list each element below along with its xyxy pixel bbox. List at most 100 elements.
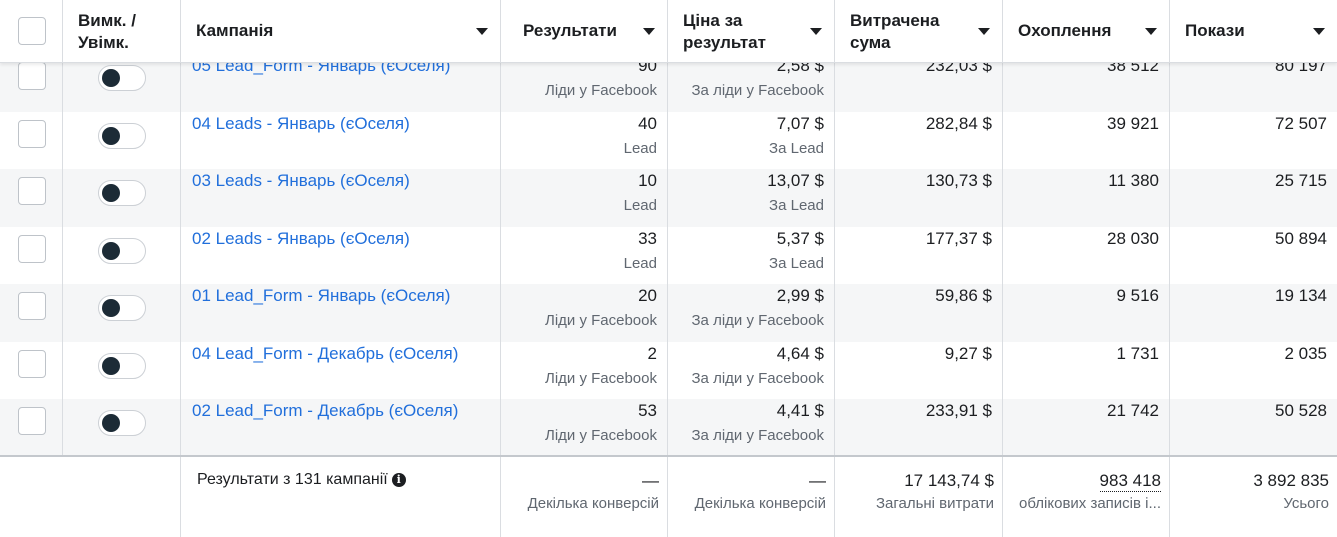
row-toggle-cell <box>63 341 181 399</box>
row-checkbox[interactable] <box>18 349 46 378</box>
row-cost-cell: 4,64 $ За ліди у Facebook <box>668 341 835 399</box>
footer-reach-value[interactable]: 983 418 <box>1099 471 1161 492</box>
impressions-value: 19 134 <box>1275 286 1327 305</box>
footer-cost-sub: Декілька конверсій <box>694 495 826 512</box>
header-reach[interactable]: Охоплення <box>1003 0 1170 62</box>
sort-caret-icon[interactable] <box>1313 28 1325 35</box>
reach-value: 9 516 <box>1116 286 1159 305</box>
header-on-off[interactable]: Вимк. / Увімк. <box>63 0 181 62</box>
table-row: 01 Lead_Form - Январь (єОселя) 20 Ліди у… <box>0 284 1337 342</box>
row-results-cell: 20 Ліди у Facebook <box>501 284 668 342</box>
results-value: 33 <box>638 228 657 248</box>
row-campaign-cell: 04 Leads - Январь (єОселя) <box>181 111 501 169</box>
footer-reach-sub: облікових записів і... <box>1019 495 1161 512</box>
header-impressions-label: Покази <box>1185 21 1245 40</box>
footer-cost-value: — <box>809 471 826 490</box>
header-spent-line2: сума <box>850 33 891 52</box>
cost-value: 2,99 $ <box>776 286 824 305</box>
sort-caret-icon[interactable] <box>978 28 990 35</box>
campaign-toggle[interactable] <box>98 180 146 206</box>
sort-caret-icon[interactable] <box>810 28 822 35</box>
toggle-knob <box>102 299 120 317</box>
campaign-link[interactable]: 03 Leads - Январь (єОселя) <box>192 171 410 190</box>
header-results[interactable]: Результати <box>501 0 668 62</box>
header-reach-label: Охоплення <box>1018 21 1112 40</box>
row-reach-cell: 1 731 <box>1003 341 1170 399</box>
row-checkbox[interactable] <box>18 234 46 263</box>
header-impressions[interactable]: Покази <box>1170 0 1337 62</box>
row-campaign-cell: 04 Lead_Form - Декабрь (єОселя) <box>181 341 501 399</box>
campaign-link[interactable]: 04 Lead_Form - Декабрь (єОселя) <box>192 343 459 363</box>
table-row: 03 Leads - Январь (єОселя) 10 Lead 13,07… <box>0 169 1337 227</box>
toggle-knob <box>102 414 120 432</box>
campaign-toggle[interactable] <box>98 237 146 264</box>
footer-impressions-value: 3 892 835 <box>1253 471 1329 490</box>
table-row: 02 Leads - Январь (єОселя) 33 Lead 5,37 … <box>0 226 1337 284</box>
footer-impressions-sub: Усього <box>1283 495 1329 512</box>
header-spent-line1: Витрачена <box>850 11 940 30</box>
footer-results-value: — <box>642 471 659 490</box>
spent-value: 177,37 $ <box>925 228 992 248</box>
row-checkbox[interactable] <box>18 62 46 90</box>
cost-type: За Lead <box>769 254 824 272</box>
row-spent-cell: 9,27 $ <box>835 341 1003 399</box>
footer-impressions-cell: 3 892 835 Усього <box>1170 457 1337 537</box>
row-checkbox[interactable] <box>18 407 46 435</box>
campaign-toggle[interactable] <box>98 122 146 149</box>
sort-caret-icon[interactable] <box>476 28 488 35</box>
table-row: 04 Lead_Form - Декабрь (єОселя) 2 Ліди у… <box>0 341 1337 399</box>
impressions-value: 50 528 <box>1275 401 1327 420</box>
footer-title: Результати з 131 кампанії <box>197 471 388 488</box>
spent-value: 9,27 $ <box>944 343 992 363</box>
row-select-cell <box>0 226 63 284</box>
row-checkbox[interactable] <box>18 177 46 205</box>
cost-type: За ліди у Facebook <box>691 369 825 387</box>
row-spent-cell: 130,73 $ <box>835 169 1003 227</box>
header-cost-line1: Ціна за <box>683 11 743 30</box>
row-checkbox[interactable] <box>18 292 46 320</box>
sort-caret-icon[interactable] <box>1145 28 1157 35</box>
row-results-cell: 33 Lead <box>501 226 668 284</box>
campaign-toggle[interactable] <box>98 352 146 379</box>
table-row: 04 Leads - Январь (єОселя) 40 Lead 7,07 … <box>0 111 1337 169</box>
select-all-checkbox[interactable] <box>18 17 46 45</box>
sort-caret-icon[interactable] <box>643 28 655 35</box>
footer-spent-sub: Загальні витрати <box>875 495 994 512</box>
row-select-cell <box>0 111 63 169</box>
campaign-toggle[interactable] <box>98 65 146 91</box>
footer-spent-cell: 17 143,74 $ Загальні витрати <box>835 457 1003 537</box>
footer-results-sub: Декілька конверсій <box>527 495 659 512</box>
footer-spent-value: 17 143,74 $ <box>904 471 994 490</box>
campaign-toggle[interactable] <box>98 410 146 436</box>
header-campaign[interactable]: Кампанія <box>181 0 501 62</box>
results-value: 10 <box>638 171 657 190</box>
row-reach-cell: 21 742 <box>1003 399 1170 457</box>
campaign-link[interactable]: 02 Lead_Form - Декабрь (єОселя) <box>192 401 459 420</box>
cost-type: За Lead <box>769 197 824 214</box>
row-toggle-cell <box>63 226 181 284</box>
header-cost-per-result[interactable]: Ціна за результат <box>668 0 835 62</box>
results-value: 20 <box>638 286 657 305</box>
row-impressions-cell: 50 528 <box>1170 399 1337 457</box>
campaign-link[interactable]: 04 Leads - Январь (єОселя) <box>192 113 410 133</box>
reach-value: 28 030 <box>1107 228 1159 248</box>
impressions-value: 72 507 <box>1275 113 1327 133</box>
campaign-link[interactable]: 02 Leads - Январь (єОселя) <box>192 228 410 248</box>
campaign-link[interactable]: 01 Lead_Form - Январь (єОселя) <box>192 286 451 305</box>
spent-value: 130,73 $ <box>925 171 992 190</box>
campaign-toggle[interactable] <box>98 295 146 321</box>
header-amount-spent[interactable]: Витрачена сума <box>835 0 1003 62</box>
results-type: Lead <box>623 197 657 214</box>
cost-type: За ліди у Facebook <box>691 312 825 329</box>
row-checkbox[interactable] <box>18 119 46 148</box>
row-select-cell <box>0 284 63 342</box>
row-results-cell: 40 Lead <box>501 111 668 169</box>
footer-results-cell: — Декілька конверсій <box>501 457 668 537</box>
info-icon[interactable]: i <box>391 473 406 487</box>
row-reach-cell: 39 921 <box>1003 111 1170 169</box>
table-header: Вимк. / Увімк. Кампанія Результати Ціна … <box>0 0 1337 63</box>
row-cost-cell: 2,99 $ За ліди у Facebook <box>668 284 835 342</box>
row-toggle-cell <box>63 111 181 169</box>
row-results-cell: 53 Ліди у Facebook <box>501 399 668 457</box>
results-value: 53 <box>638 401 657 420</box>
